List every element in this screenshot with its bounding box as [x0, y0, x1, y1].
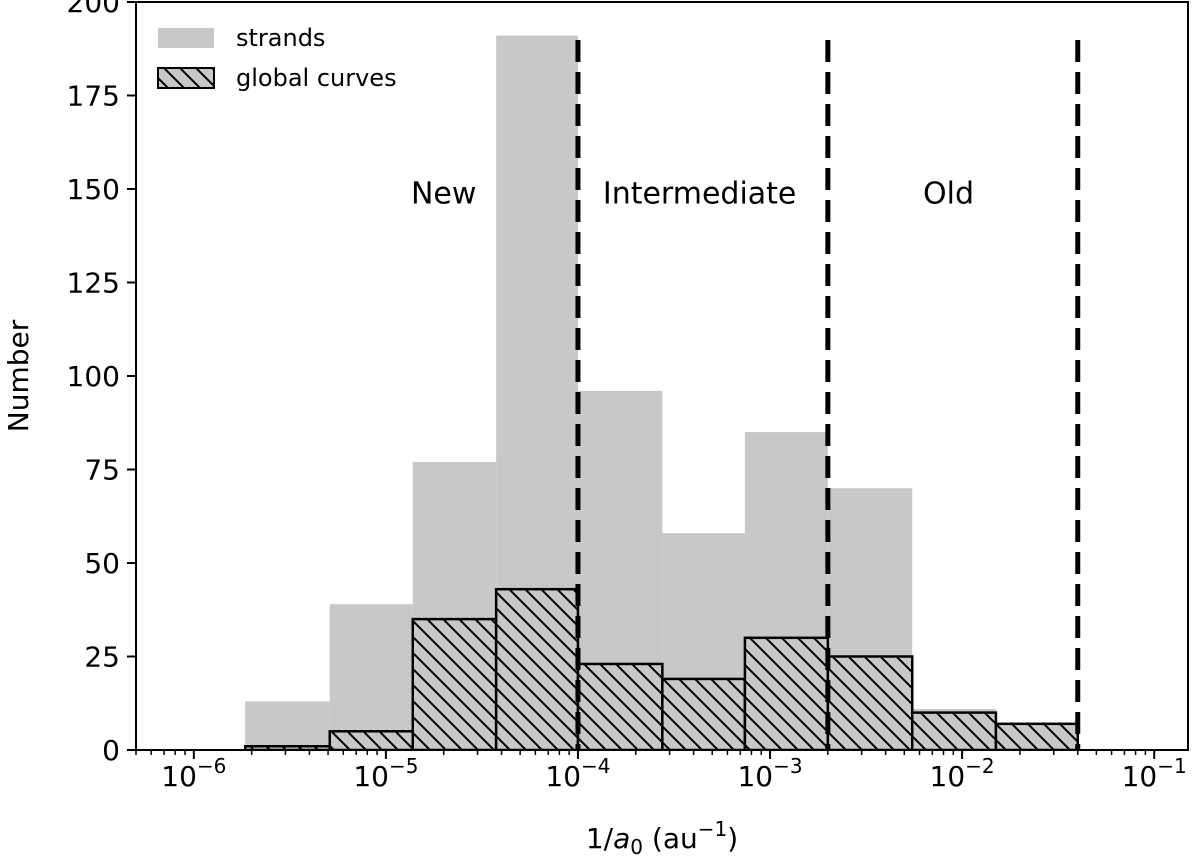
x-axis-label: 1/a0 (au−1)	[586, 817, 738, 859]
strands-bar	[329, 604, 413, 750]
global-curves-bar	[994, 722, 1079, 750]
global-curves-bar	[576, 662, 664, 750]
legend-label-global-curves: global curves	[236, 64, 397, 92]
region-divider-lines	[575, 40, 1081, 750]
x-tick-label: 10−4	[545, 754, 610, 793]
strands-bar	[245, 701, 330, 750]
x-tick-label: 10−6	[161, 754, 226, 793]
global-curves-bar	[826, 655, 914, 750]
y-tick-label: 125	[67, 267, 120, 300]
y-tick-label: 25	[84, 641, 120, 674]
region-labels: New Intermediate Old	[411, 177, 974, 212]
global-curves-bar	[411, 617, 498, 750]
global-curves-bar	[910, 711, 998, 750]
y-tick-label: 175	[67, 80, 120, 113]
global-curves-bar	[328, 730, 415, 750]
legend-swatch-strands	[158, 28, 214, 48]
region-label: New	[411, 177, 476, 212]
region-label: Old	[923, 177, 974, 212]
x-tick-label: 10−5	[353, 754, 418, 793]
x-tick-label: 10−1	[1122, 754, 1187, 793]
x-tick-label: 10−2	[930, 754, 995, 793]
global-curves-bar	[494, 587, 580, 750]
x-axis: 10−6 10−5 10−4 10−3 10−2 10−1	[135, 750, 1187, 793]
y-tick-label: 50	[84, 547, 120, 580]
y-axis: 0 25 50 75 100 125 150 175 200	[67, 0, 136, 767]
x-tick-label: 10−3	[737, 754, 802, 793]
y-tick-label: 150	[67, 173, 120, 206]
global-curves-bars	[243, 587, 1079, 750]
legend: strands global curves	[157, 24, 397, 92]
global-curves-bar	[743, 636, 830, 750]
strands-bars	[245, 35, 1078, 750]
y-tick-label: 75	[84, 454, 120, 487]
y-tick-label: 100	[67, 360, 120, 393]
global-curves-bar	[661, 677, 747, 750]
region-label: Intermediate	[603, 177, 797, 212]
y-axis-label: Number	[2, 319, 35, 432]
legend-swatch-global-curves	[157, 67, 215, 89]
y-tick-label: 200	[67, 0, 120, 19]
y-tick-label: 0	[102, 734, 120, 767]
legend-label-strands: strands	[236, 24, 325, 52]
